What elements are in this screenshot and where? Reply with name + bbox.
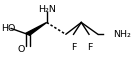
Text: NH₂: NH₂ (113, 30, 131, 39)
Text: HO: HO (1, 24, 15, 33)
Text: F: F (71, 43, 77, 52)
Text: O: O (17, 45, 25, 54)
Polygon shape (26, 22, 47, 35)
Text: F: F (88, 43, 93, 52)
Text: H₂N: H₂N (38, 5, 56, 14)
